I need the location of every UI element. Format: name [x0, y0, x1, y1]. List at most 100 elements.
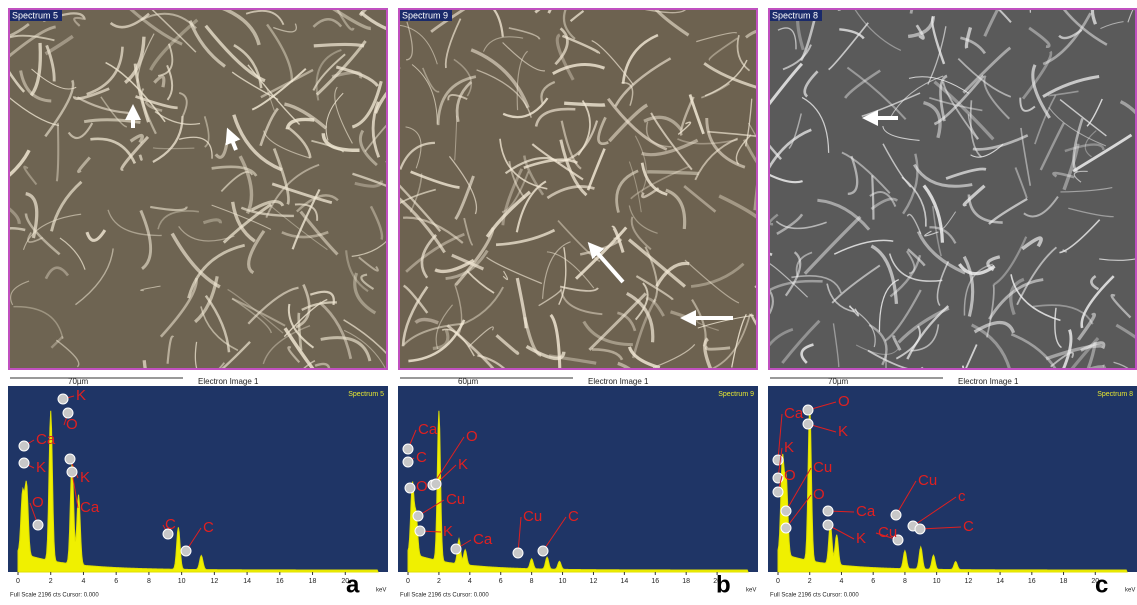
image-label: Spectrum 5 [12, 10, 58, 20]
image-caption: Electron Image 1 [198, 377, 259, 386]
element-label: Ca [784, 405, 804, 422]
axis-tick-label: 4 [82, 578, 86, 585]
peak-marker [403, 444, 413, 454]
peak-marker [403, 457, 413, 467]
element-label: K [76, 387, 86, 404]
peak-marker [413, 511, 423, 521]
axis-tick-label: 0 [16, 578, 20, 585]
axis-tick-label: 18 [1060, 578, 1068, 585]
panel-letter: c [1095, 571, 1108, 598]
element-label: K [80, 469, 90, 486]
peak-marker [773, 487, 783, 497]
scale-text: 70µm [68, 377, 89, 386]
spectrum-bg [398, 386, 758, 572]
element-label: K [36, 459, 46, 476]
image-caption: Electron Image 1 [958, 377, 1019, 386]
peak-marker [915, 524, 925, 534]
element-label: C [165, 516, 176, 533]
panel: Spectrum 5 70µm Electron Image 1 Spectrum 5… [0, 0, 435, 600]
peak-marker [513, 548, 523, 558]
wrinkle [0, 307, 8, 342]
sem-image [768, 8, 1137, 370]
peak-marker [773, 455, 783, 465]
peak-marker [58, 394, 68, 404]
axis-tick-label: 14 [243, 578, 251, 585]
wrinkle [0, 235, 8, 273]
element-label: O [32, 494, 44, 511]
peak-marker [19, 441, 29, 451]
spectrum-label: Spectrum 9 [718, 391, 754, 398]
element-label: O [838, 393, 850, 410]
element-label: Ca [856, 503, 876, 520]
wrinkle [872, 175, 873, 219]
peak-marker [781, 523, 791, 533]
element-label: C [568, 508, 579, 525]
figure: Spectrum 5 70µm Electron Image 1 Spectrum 5… [0, 0, 1137, 600]
axis-tick-label: 16 [1028, 578, 1036, 585]
peak-marker [891, 510, 901, 520]
peak-marker [823, 506, 833, 516]
axis-tick-label: 12 [964, 578, 972, 585]
wrinkle [153, 148, 194, 149]
panel-letter: a [346, 571, 360, 598]
element-label: O [813, 486, 825, 503]
scale-text: 60µm [458, 377, 479, 386]
element-label: Cu [878, 524, 897, 541]
element-label: K [443, 523, 453, 540]
element-label: Cu [813, 459, 832, 476]
element-label: Cu [918, 472, 937, 489]
element-label: K [856, 530, 866, 547]
wrinkle [849, 0, 876, 8]
element-label: O [466, 428, 478, 445]
axis-tick-label: 2 [437, 578, 441, 585]
axis-tick-label: 18 [309, 578, 317, 585]
peak-marker [781, 506, 791, 516]
peak-marker [65, 454, 75, 464]
element-label: Ca [80, 499, 100, 516]
peak-marker [803, 419, 813, 429]
axis-tick-label: 10 [178, 578, 186, 585]
wrinkle [37, 0, 51, 9]
axis-tick-label: 4 [840, 578, 844, 585]
wrinkle [1055, 0, 1111, 9]
element-label: K [458, 456, 468, 473]
axis-tick-label: 16 [276, 578, 284, 585]
panel-letter: b [716, 571, 731, 598]
axis-tick-label: 8 [903, 578, 907, 585]
axis-tick-label: 4 [468, 578, 472, 585]
element-label: C [416, 449, 427, 466]
peak-marker [33, 520, 43, 530]
axis-tick-label: 18 [682, 578, 690, 585]
element-label: Cu [446, 491, 465, 508]
element-label: O [416, 478, 428, 495]
axis-tick-label: 6 [114, 578, 118, 585]
axis-tick-label: 8 [530, 578, 534, 585]
axis-tick-label: 10 [559, 578, 567, 585]
element-label: C [963, 518, 974, 535]
axis-tick-label: 2 [808, 578, 812, 585]
axis-tick-label: 2 [49, 578, 53, 585]
wrinkle [140, 155, 142, 160]
axis-tick-label: 12 [590, 578, 598, 585]
footer-text: Full Scale 2196 cts Cursor: 0.000 [770, 593, 859, 599]
axis-tick-label: 0 [406, 578, 410, 585]
spectrum-bg [768, 386, 1137, 572]
peak-marker [67, 467, 77, 477]
peak-marker [405, 483, 415, 493]
peak-marker [803, 405, 813, 415]
axis-tick-label: 12 [210, 578, 218, 585]
wrinkle [647, 172, 699, 174]
peak-marker [431, 479, 441, 489]
element-label: Cu [523, 508, 542, 525]
spectrum-label: Spectrum 5 [348, 391, 384, 398]
element-label: K [784, 439, 794, 456]
axis-tick-label: 16 [651, 578, 659, 585]
spectrum-label: Spectrum 8 [1097, 391, 1133, 398]
footer-text: Full Scale 2196 cts Cursor: 0.000 [400, 593, 489, 599]
axis-tick-label: 8 [147, 578, 151, 585]
axis-tick-label: 6 [499, 578, 503, 585]
wrinkle [314, 44, 364, 46]
image-label: Spectrum 9 [402, 10, 448, 20]
axis-unit: keV [1125, 588, 1135, 594]
